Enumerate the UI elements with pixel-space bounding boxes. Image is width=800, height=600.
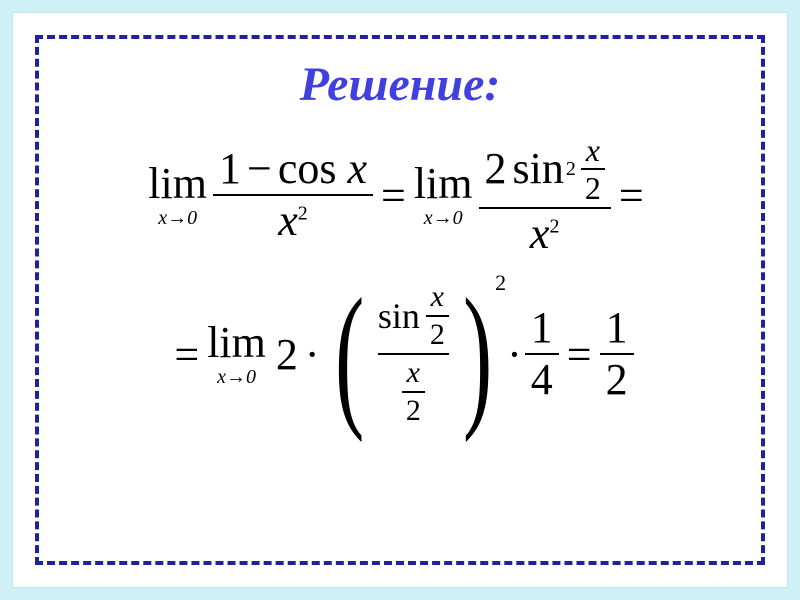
lim-sub: x→0	[424, 208, 463, 228]
four: 4	[525, 358, 559, 402]
frac-bar	[426, 315, 449, 317]
big-frac-num: sin x 2	[378, 282, 449, 350]
equals: =	[567, 329, 592, 380]
space	[336, 144, 347, 193]
lim-label: lim	[207, 321, 266, 365]
limit-3: lim x→0	[207, 321, 266, 387]
frac-bar	[402, 391, 425, 393]
sq: 2	[298, 202, 308, 224]
big-frac: sin x 2 x	[378, 282, 449, 426]
equals: =	[381, 170, 406, 221]
frac-2: 2sin2 x 2 x2	[479, 134, 611, 256]
sin: sin	[513, 147, 564, 191]
two: 2	[426, 320, 449, 350]
dot: ·	[507, 329, 522, 380]
limit-1: lim x→0	[148, 162, 207, 228]
outer-frame: Решение: lim x→0 1−cos x x2 =	[12, 12, 788, 588]
x: x	[530, 209, 550, 258]
one-fourth: 1 4	[525, 306, 559, 402]
one: 1	[525, 306, 559, 350]
two: 2	[581, 172, 605, 204]
page-title: Решение:	[39, 57, 761, 112]
equals: =	[174, 329, 199, 380]
frac-1: 1−cos x x2	[213, 147, 373, 243]
paren-group: ( sin x 2	[323, 274, 505, 434]
big-frac-den: x 2	[402, 358, 425, 426]
x: x	[582, 134, 604, 166]
sq: 2	[549, 215, 559, 237]
one: 1	[219, 144, 241, 193]
lim-sub: x→0	[217, 367, 256, 387]
x-over-2: x 2	[402, 358, 425, 426]
x: x	[403, 358, 424, 388]
rparen: )	[463, 274, 492, 434]
sin: sin	[378, 298, 420, 334]
lim-label: lim	[414, 162, 473, 206]
minus: −	[247, 144, 272, 193]
paren-content: sin x 2 x	[376, 274, 451, 434]
paren-exponent: 2	[495, 270, 506, 296]
lim-sub: x→0	[158, 208, 197, 228]
x-over-2: x 2	[426, 282, 449, 350]
one: 1	[600, 306, 634, 350]
cos: cos	[278, 144, 337, 193]
x-over-2: x 2	[581, 134, 605, 204]
lparen: (	[335, 274, 364, 434]
x: x	[427, 282, 448, 312]
equation-row-2: = lim x→0 2 · ( sin x	[39, 274, 761, 434]
one-half: 1 2	[600, 306, 634, 402]
math-area: lim x→0 1−cos x x2 = lim x→0	[39, 134, 761, 434]
equation-row-1: lim x→0 1−cos x x2 = lim x→0	[39, 134, 761, 256]
lim-label: lim	[148, 162, 207, 206]
frac-1-den: x2	[272, 199, 314, 243]
two: 2	[485, 147, 507, 191]
two: 2	[402, 396, 425, 426]
two: 2	[600, 358, 634, 402]
equals: =	[619, 170, 644, 221]
frac-2-num: 2sin2 x 2	[479, 134, 611, 204]
frac-1-num: 1−cos x	[213, 147, 373, 191]
x: x	[278, 196, 298, 245]
dot: ·	[305, 329, 320, 380]
frac-2-den: x2	[524, 212, 566, 256]
frac-bar	[378, 353, 449, 355]
limit-2: lim x→0	[414, 162, 473, 228]
dashed-frame: Решение: lim x→0 1−cos x x2 =	[35, 35, 765, 565]
two: 2	[276, 329, 298, 380]
sq: 2	[566, 159, 576, 179]
x: x	[347, 144, 367, 193]
